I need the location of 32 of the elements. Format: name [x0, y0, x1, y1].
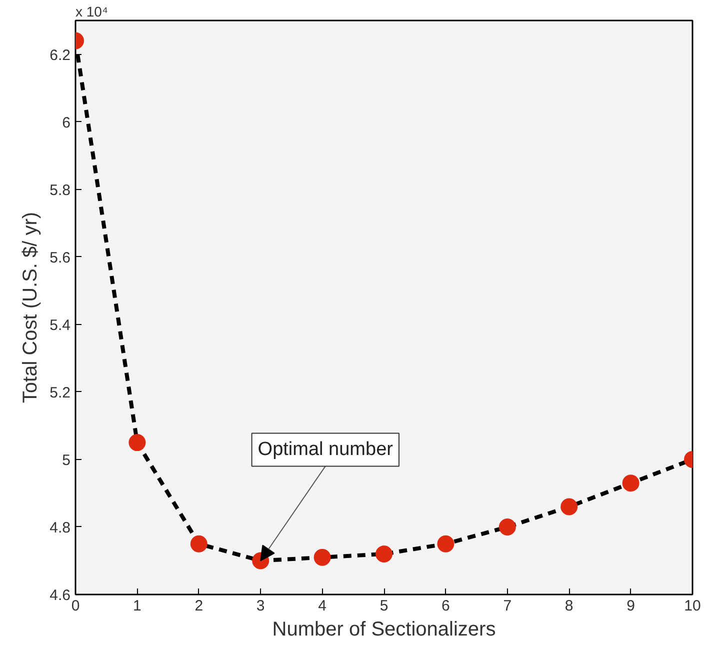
y-tick-label: 5.6: [50, 249, 71, 266]
point: [128, 434, 146, 452]
x-tick-label: 0: [71, 598, 80, 614]
point: [376, 546, 392, 562]
x-tick-label: 6: [442, 598, 450, 614]
y-tick-label: 6.2: [50, 46, 71, 64]
x-tick-label: 3: [256, 598, 265, 614]
y-tick-label: 5.4: [50, 316, 71, 334]
x-axis-title: Number of Sectionalizers: [272, 618, 496, 640]
y-tick-label: 5.2: [50, 384, 71, 402]
x-tick-label: 4: [318, 598, 326, 614]
x-tick-label: 8: [564, 598, 574, 614]
text: x 10⁴: [76, 4, 108, 20]
y-tick-label: 4.6: [50, 587, 71, 604]
x-tick-label: 7: [503, 598, 512, 614]
x-tick-label: 9: [626, 598, 635, 614]
point: [190, 535, 208, 552]
point: [560, 498, 578, 516]
x-tick-label: 5: [380, 598, 388, 614]
x-tick-label: 10: [684, 598, 701, 614]
x-tick-label: 2: [194, 598, 204, 614]
point: [622, 474, 640, 492]
y-tick-label: 6: [62, 114, 70, 132]
point: [437, 535, 454, 552]
annotation: Optimal number: [258, 439, 394, 460]
point: [498, 518, 516, 536]
y-tick-label: 5: [62, 452, 70, 469]
y-tick-label: 4.8: [50, 519, 71, 536]
x-tick-label: 1: [133, 598, 142, 614]
point: [314, 548, 331, 566]
y-tick-label: 5.8: [50, 182, 71, 199]
y-axis-title: Total Cost (U.S. $/ yr): [20, 212, 42, 404]
